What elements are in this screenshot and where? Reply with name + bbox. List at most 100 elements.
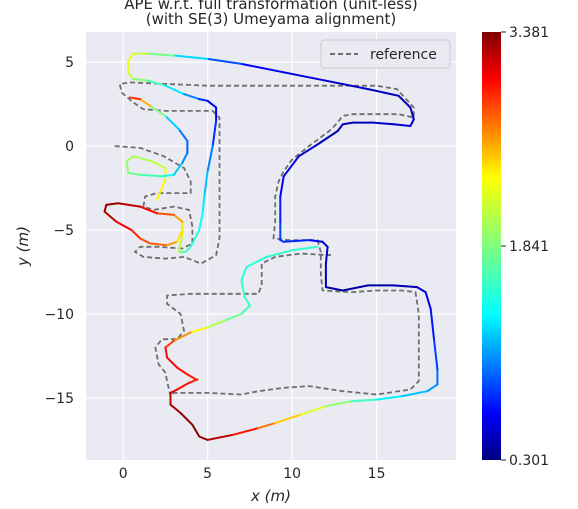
y-tick-label: 5 [65, 55, 74, 71]
trajectory-segment [350, 398, 378, 403]
trajectory-segment [279, 175, 285, 198]
trajectory-segment [132, 78, 150, 82]
y-tick-label: −15 [44, 391, 74, 407]
trajectory-segment [103, 210, 118, 223]
trajectory-segment [206, 145, 214, 173]
trajectory-segment [103, 203, 108, 213]
x-tick-label: 0 [119, 466, 128, 482]
trajectory-segment [172, 54, 209, 60]
trajectory-segment [176, 366, 189, 376]
trajectory-segment [189, 229, 201, 248]
trajectory-segment [409, 106, 415, 121]
trajectory-segment [409, 118, 415, 127]
y-tick-label: −10 [44, 307, 74, 323]
colorbar-tick-label: 0.301 [509, 453, 549, 469]
x-tick-label: 15 [368, 466, 386, 482]
legend: reference [320, 39, 451, 69]
trajectory-segment [127, 172, 142, 176]
trajectory-segment [147, 79, 167, 87]
trajectory-segment [177, 128, 189, 143]
trajectory-segment [206, 57, 243, 65]
trajectory-segment [203, 170, 209, 198]
trajectory-segment [257, 422, 277, 430]
x-tick-label: 5 [203, 466, 212, 482]
trajectory-segment [130, 229, 142, 240]
chart-title: APE w.r.t. full transformation (unit-les… [124, 0, 418, 13]
trajectory-segment [172, 161, 184, 176]
trajectory-segment [424, 291, 432, 310]
chart-subtitle: (with SE(3) Umeyama alignment) [146, 10, 397, 28]
trajectory-segment [183, 93, 201, 101]
trajectory-segment [149, 104, 167, 117]
trajectory-segment [198, 98, 209, 102]
legend-reference-label: reference [370, 47, 437, 63]
trajectory-segment [416, 286, 427, 294]
trajectory-segment [169, 388, 179, 394]
trajectory-segment [176, 229, 184, 243]
reference-line [114, 81, 420, 398]
trajectory-segment [198, 212, 204, 232]
trajectory-segment [372, 121, 395, 126]
trajectory-segment [282, 239, 310, 243]
trajectory-segment [132, 155, 153, 163]
trajectory-segment [191, 423, 201, 438]
trajectory-segment [127, 52, 135, 62]
trajectory-segment [240, 304, 251, 315]
x-tick-label: 10 [283, 466, 301, 482]
trajectory-segment [223, 313, 243, 322]
trajectory-segment [164, 346, 169, 359]
trajectory-segment [198, 435, 209, 441]
trajectory-segment [324, 400, 353, 408]
trajectory-segment [164, 84, 185, 96]
trajectory-segment [179, 412, 194, 426]
trajectory-segment [324, 286, 344, 292]
trajectory-segment [375, 395, 403, 401]
trajectory-segment [156, 178, 167, 201]
trajectory-segment [177, 234, 184, 253]
trajectory-segment [166, 240, 179, 247]
trajectory-segment [147, 52, 175, 57]
trajectory-segment [321, 240, 329, 248]
trajectory-segment [400, 390, 429, 398]
trajectory-segment [117, 202, 142, 208]
trajectory-segment [150, 160, 167, 169]
trajectory-segment [125, 160, 130, 174]
trajectory-segment [297, 143, 319, 158]
trajectory-segment [172, 213, 184, 223]
trajectory-segment [105, 202, 120, 206]
trajectory-segment [299, 405, 327, 416]
trajectory-segment [149, 242, 169, 247]
reference-trajectory [114, 81, 420, 398]
trajectory-segment [265, 249, 294, 258]
trajectory-segment [291, 245, 319, 252]
colorbar-tick-label: 3.381 [509, 25, 549, 41]
y-tick-label: −5 [53, 223, 74, 239]
trajectory-segment [429, 307, 435, 341]
trajectory-segment [324, 245, 329, 265]
trajectory-segment [164, 114, 180, 131]
trajectory-segment [201, 195, 206, 215]
trajectory-segment [240, 279, 246, 299]
colorbar-gradient [482, 32, 501, 460]
trajectory-segment [211, 120, 218, 148]
trajectory-segment [125, 155, 135, 163]
trajectory-segment [240, 62, 285, 74]
estimated-trajectory [103, 52, 439, 441]
trajectory-segment [206, 99, 218, 109]
trajectory-segment [336, 123, 344, 132]
trajectory-segment [169, 403, 182, 414]
trajectory-segment [324, 79, 370, 91]
trajectory-segment [139, 98, 152, 107]
trajectory-segment [184, 245, 192, 253]
trajectory-segment [232, 427, 260, 436]
trajectory-segment [186, 373, 197, 381]
x-axis-label: x (m) [250, 487, 291, 505]
colorbar-tick-label: 1.841 [509, 239, 549, 255]
trajectory-segment [316, 130, 339, 146]
trajectory-segment [176, 381, 191, 391]
trajectory-segment [156, 212, 175, 216]
trajectory-segment [139, 173, 163, 178]
trajectory-segment [164, 339, 175, 349]
trajectory-segment [341, 284, 370, 292]
